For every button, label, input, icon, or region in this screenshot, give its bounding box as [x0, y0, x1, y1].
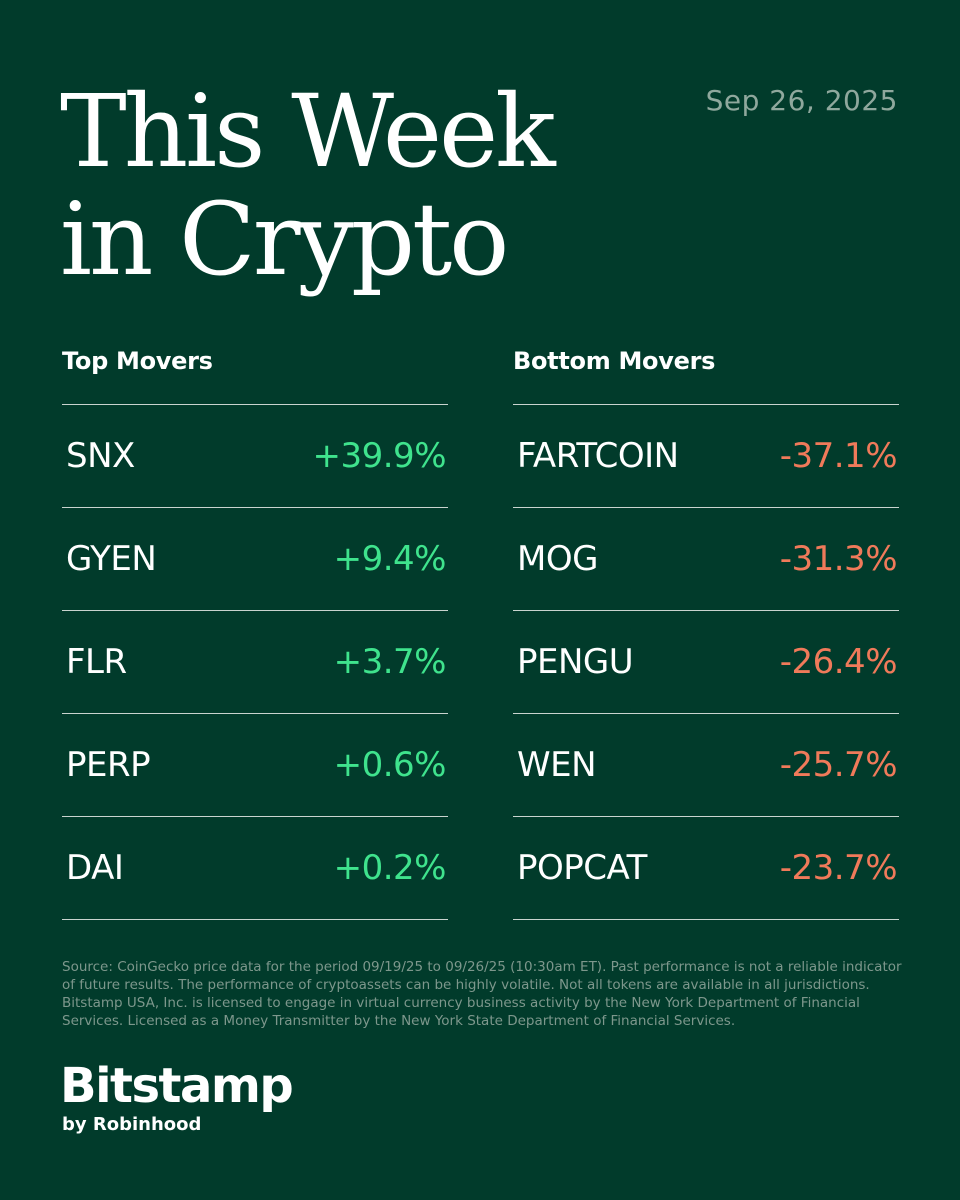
token-symbol: DAI: [66, 848, 124, 888]
bitstamp-logo: Bitstamp: [60, 1058, 294, 1114]
page-title: This Week in Crypto: [60, 73, 556, 298]
list-item: POPCAT -23.7%: [513, 817, 899, 920]
token-symbol: PENGU: [517, 642, 634, 682]
price-change: +0.2%: [333, 848, 447, 888]
list-item: FARTCOIN -37.1%: [513, 405, 899, 508]
list-item: FLR +3.7%: [62, 611, 448, 714]
list-item: PERP +0.6%: [62, 714, 448, 817]
token-symbol: FARTCOIN: [517, 436, 679, 476]
top-movers-section: Top Movers SNX +39.9% GYEN +9.4% FLR +3.…: [62, 342, 448, 920]
token-symbol: SNX: [66, 436, 135, 476]
list-item: DAI +0.2%: [62, 817, 448, 920]
price-change: -31.3%: [779, 539, 898, 579]
price-change: +3.7%: [333, 642, 447, 682]
token-symbol: FLR: [66, 642, 127, 682]
bottom-movers-section: Bottom Movers FARTCOIN -37.1% MOG -31.3%…: [513, 342, 899, 920]
logo-tagline: by Robinhood: [62, 1114, 202, 1135]
price-change: +9.4%: [333, 539, 447, 579]
bottom-movers-list: FARTCOIN -37.1% MOG -31.3% PENGU -26.4% …: [513, 404, 899, 920]
list-item: WEN -25.7%: [513, 714, 899, 817]
date-label: Sep 26, 2025: [705, 84, 898, 117]
top-movers-heading: Top Movers: [62, 347, 213, 375]
price-change: -25.7%: [779, 745, 898, 785]
token-symbol: POPCAT: [517, 848, 647, 888]
bottom-movers-heading: Bottom Movers: [513, 347, 716, 375]
list-item: GYEN +9.4%: [62, 508, 448, 611]
token-symbol: GYEN: [66, 539, 157, 579]
disclaimer-text: Source: CoinGecko price data for the per…: [62, 959, 902, 1029]
price-change: -26.4%: [779, 642, 898, 682]
title-line-2: in Crypto: [60, 181, 509, 298]
token-symbol: PERP: [66, 745, 151, 785]
price-change: -37.1%: [779, 436, 898, 476]
token-symbol: MOG: [517, 539, 598, 579]
price-change: -23.7%: [779, 848, 898, 888]
top-movers-list: SNX +39.9% GYEN +9.4% FLR +3.7% PERP +0.…: [62, 404, 448, 920]
list-item: SNX +39.9%: [62, 405, 448, 508]
list-item: MOG -31.3%: [513, 508, 899, 611]
token-symbol: WEN: [517, 745, 597, 785]
title-line-1: This Week: [60, 73, 556, 190]
list-item: PENGU -26.4%: [513, 611, 899, 714]
price-change: +39.9%: [312, 436, 447, 476]
price-change: +0.6%: [333, 745, 447, 785]
